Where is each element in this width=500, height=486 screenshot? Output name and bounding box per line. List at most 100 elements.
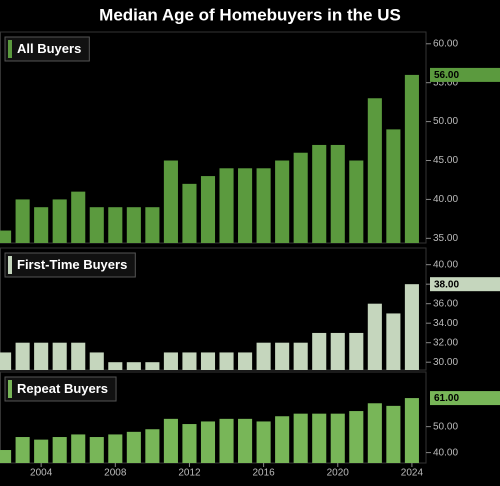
value-badge (430, 391, 500, 406)
bar (238, 168, 253, 243)
bar (71, 191, 86, 243)
bar (275, 160, 290, 243)
y-tick-label: 35.00 (433, 233, 458, 244)
bar (108, 207, 123, 243)
x-tick-label: 2012 (178, 468, 201, 479)
bar (349, 332, 364, 370)
bar (330, 413, 345, 463)
x-tick-label: 2024 (401, 468, 424, 479)
value-label: 56.00 (434, 70, 459, 81)
bar (404, 398, 419, 463)
x-tick-label: 2008 (104, 468, 127, 479)
bar (386, 313, 401, 370)
bar (367, 303, 382, 370)
bar (312, 413, 327, 463)
y-tick-label: 40.00 (433, 194, 458, 205)
panel-title-swatch (8, 40, 12, 58)
y-tick-label: 32.00 (433, 337, 458, 348)
bar (200, 352, 216, 370)
bar (126, 431, 141, 463)
y-tick-label: 50.00 (433, 421, 458, 432)
bar (256, 168, 271, 243)
bar (108, 434, 123, 463)
x-tick-label: 2016 (252, 468, 275, 479)
bar (89, 207, 104, 243)
y-tick-label: 50.00 (433, 116, 458, 127)
y-tick-label: 30.00 (433, 357, 458, 368)
bar (163, 160, 178, 243)
y-tick-label: 55.00 (433, 77, 458, 88)
bar (71, 342, 86, 370)
y-tick-label: 34.00 (433, 318, 458, 329)
bar (349, 160, 364, 243)
bar (145, 429, 160, 463)
bar (386, 129, 401, 243)
bar (15, 342, 30, 370)
bar (219, 352, 234, 370)
panel-title: All Buyers (17, 41, 81, 56)
bar (34, 207, 49, 243)
bar (126, 362, 141, 370)
panel-title-swatch (8, 380, 12, 398)
bar (108, 362, 123, 370)
bar (349, 411, 364, 463)
bar (200, 176, 216, 243)
bar (52, 199, 67, 243)
panel-title-box (4, 376, 117, 402)
x-tick-label: 2004 (30, 468, 53, 479)
chart-title: Median Age of Homebuyers in the US (99, 5, 401, 24)
panel-title: Repeat Buyers (17, 381, 108, 396)
value-label: 61.00 (434, 393, 459, 404)
panel-title-swatch (8, 256, 12, 274)
bar (71, 434, 86, 463)
y-tick-label: 40.00 (433, 447, 458, 458)
bar (367, 98, 382, 243)
bar (126, 207, 141, 243)
bar (34, 342, 49, 370)
bar (182, 352, 197, 370)
bar (15, 199, 30, 243)
bar (367, 403, 382, 463)
bar (404, 74, 419, 243)
x-tick-label: 2020 (327, 468, 350, 479)
bar (52, 342, 67, 370)
bar (163, 418, 178, 463)
value-badge (430, 277, 500, 292)
y-tick-label: 60.00 (433, 38, 458, 49)
y-tick-label: 40.00 (433, 259, 458, 270)
y-tick-label: 45.00 (433, 155, 458, 166)
bar (182, 183, 197, 243)
bar (89, 352, 104, 370)
bar (238, 352, 253, 370)
bar (0, 450, 12, 463)
bar (330, 332, 345, 370)
bar (275, 342, 290, 370)
bar (145, 362, 160, 370)
bar (89, 437, 104, 463)
bar (52, 437, 67, 463)
bar (330, 144, 345, 243)
bar (163, 352, 178, 370)
bar (275, 416, 290, 463)
bar (182, 424, 197, 463)
panel-title-box (4, 252, 136, 278)
panel-title-box (4, 36, 90, 62)
bar (238, 418, 253, 463)
bar (312, 332, 327, 370)
bar (256, 342, 271, 370)
bar (386, 405, 401, 463)
bar (219, 168, 234, 243)
bar (256, 421, 271, 463)
bar (15, 437, 30, 463)
bar (145, 207, 160, 243)
panel-title: First-Time Buyers (17, 257, 127, 272)
bar (293, 413, 308, 463)
bar (404, 284, 419, 370)
bar (0, 352, 12, 370)
bar (219, 418, 234, 463)
bar (293, 342, 308, 370)
bar (312, 144, 327, 243)
value-badge (430, 67, 500, 82)
y-tick-label: 36.00 (433, 298, 458, 309)
